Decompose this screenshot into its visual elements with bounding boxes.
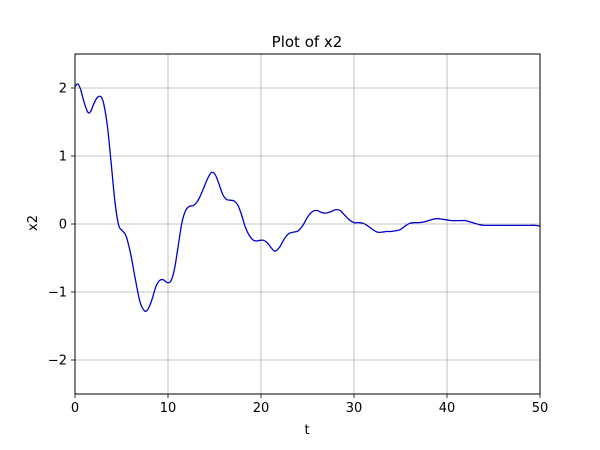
series-line-x2 bbox=[74, 83, 541, 312]
y-axis-label: x2 bbox=[26, 215, 41, 231]
y-tick-label: −2 bbox=[48, 354, 67, 369]
y-axis-ticks: −2 −1 0 1 2 bbox=[48, 82, 75, 369]
x-axis-label: t bbox=[304, 423, 309, 438]
y-tick-label: 2 bbox=[59, 82, 67, 97]
y-tick-label: 1 bbox=[59, 150, 67, 165]
x-tick-label: 30 bbox=[346, 401, 363, 416]
x-tick-label: 50 bbox=[532, 401, 549, 416]
x-tick-label: 0 bbox=[71, 401, 79, 416]
x-tick-label: 40 bbox=[439, 401, 456, 416]
y-tick-label: 0 bbox=[59, 218, 67, 233]
series-layer bbox=[74, 83, 541, 312]
y-tick-label: −1 bbox=[48, 286, 67, 301]
chart-title: Plot of x2 bbox=[272, 33, 343, 51]
x-tick-label: 10 bbox=[160, 401, 177, 416]
x-axis-ticks: 0 10 20 30 40 50 bbox=[71, 394, 548, 416]
x-tick-label: 20 bbox=[253, 401, 270, 416]
grid bbox=[74, 54, 541, 394]
